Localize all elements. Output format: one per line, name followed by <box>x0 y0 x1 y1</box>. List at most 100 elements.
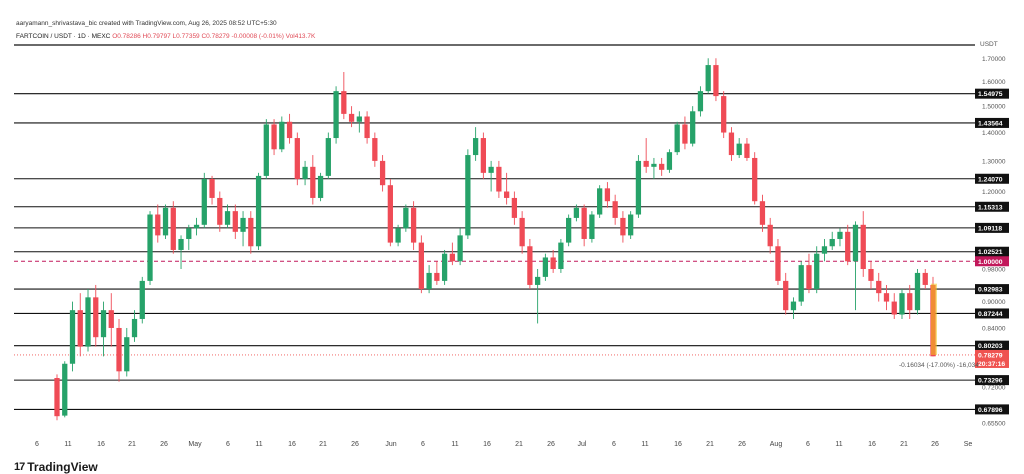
candle-body <box>333 91 339 139</box>
x-tick-label: 6 <box>806 441 810 448</box>
candle-body <box>372 138 378 161</box>
candle-body <box>604 188 611 202</box>
candle-body <box>744 143 750 158</box>
candle-body <box>558 242 564 269</box>
candle-body <box>705 65 711 92</box>
level-price-label: 1.43564 <box>978 120 1003 127</box>
candle-body <box>620 217 626 236</box>
symbol-header: FARTCOIN / USDT · 1D · MEXC O0.78286 H0.… <box>16 33 315 40</box>
level-price-label: 1.15313 <box>978 204 1003 211</box>
candle-body <box>232 211 238 232</box>
level-price-tag <box>975 201 1009 212</box>
candle-body <box>697 91 704 112</box>
candle-body <box>829 238 835 247</box>
x-tick-label: 16 <box>288 441 296 448</box>
candle-body <box>635 160 642 215</box>
y-tick-label: 1.40000 <box>982 130 1006 137</box>
x-tick-label: May <box>188 441 202 448</box>
level-price-tag <box>975 117 1009 128</box>
x-tick-label: 11 <box>255 441 262 448</box>
candle-body <box>131 318 138 338</box>
candle-body <box>651 163 657 167</box>
candle-body <box>162 207 169 236</box>
y-tick-label: 1.60000 <box>982 79 1006 86</box>
candle-body <box>108 310 114 328</box>
x-tick-label: 26 <box>931 441 939 448</box>
level-price-tag <box>975 404 1009 415</box>
candle-body <box>255 175 262 247</box>
x-tick-label: 6 <box>421 441 425 448</box>
candle-body <box>868 268 874 281</box>
candle-body <box>77 310 83 347</box>
x-tick-label: Aug <box>770 441 783 448</box>
reference-price-label: 1.00000 <box>978 259 1003 266</box>
date-axis[interactable]: 6 11 16 21 26 May 6 11 16 21 26 Jun 6 11 16 21 26 Jul 6 11 1… <box>35 441 972 448</box>
candle-body <box>573 207 580 218</box>
countdown-label: 20:37:16 <box>978 361 1005 368</box>
ohlc-readout: O0.78286 H0.79797 L0.77359 C0.78279 -0.0… <box>112 33 316 40</box>
candle-body <box>62 363 68 416</box>
candle-body <box>790 301 797 311</box>
x-tick-label: 11 <box>835 441 842 448</box>
candle-body <box>852 224 859 262</box>
x-tick-label: Jun <box>385 441 396 448</box>
level-price-label: 0.73296 <box>978 378 1003 385</box>
candle-body <box>535 276 541 285</box>
level-price-label: 0.67896 <box>978 407 1003 414</box>
candle-body <box>899 293 905 315</box>
candle-body <box>286 121 293 139</box>
candle-body <box>186 228 192 239</box>
candle-body <box>248 217 254 247</box>
y-tick-label: 0.84000 <box>982 325 1006 332</box>
candle-body <box>845 231 851 262</box>
candle-body <box>798 265 804 302</box>
candle-body <box>410 207 417 243</box>
candle-body <box>775 246 781 281</box>
x-tick-label: 6 <box>35 441 39 448</box>
level-price-tag <box>975 284 1009 295</box>
candle-body <box>170 207 176 250</box>
candle-body <box>589 214 595 239</box>
candle-body <box>690 111 696 144</box>
candle-body <box>93 297 99 338</box>
last-price-tag <box>975 349 1009 368</box>
candle-body <box>527 246 533 285</box>
y-tick-label: 0.72000 <box>982 384 1006 391</box>
measure-label: -0.16034 (-17.00%) -16,034 <box>899 362 979 369</box>
x-tick-label: 6 <box>226 441 230 448</box>
level-price-tag <box>975 375 1009 386</box>
last-price-label: 0.78279 <box>978 352 1003 359</box>
candle-body <box>147 214 153 281</box>
x-tick-label: 16 <box>97 441 105 448</box>
candle-series <box>54 58 936 421</box>
candle-body <box>767 224 773 247</box>
candle-body <box>294 138 300 179</box>
level-price-label: 0.92983 <box>978 287 1003 294</box>
candle-body <box>317 175 324 198</box>
candle-body <box>814 253 820 290</box>
candle-body <box>876 280 882 294</box>
candle-body <box>821 246 828 254</box>
candle-body <box>891 301 897 315</box>
candle-body <box>914 272 921 311</box>
candle-body <box>178 238 184 250</box>
candle-body <box>263 124 269 176</box>
level-price-label: 0.87244 <box>978 311 1003 318</box>
x-tick-label: 21 <box>515 441 523 448</box>
candle-body <box>348 113 355 122</box>
candle-body <box>759 201 766 225</box>
candle-body <box>643 160 649 167</box>
candle-body <box>721 96 727 133</box>
y-tick-label: 1.20000 <box>982 189 1006 196</box>
level-price-tag <box>975 340 1009 351</box>
brand-name: TradingView <box>27 460 98 474</box>
price-axis[interactable]: USDT 1.70000 1.60000 1.50000 1.40000 1.30000 1… <box>975 41 1009 428</box>
candle-body <box>364 116 370 139</box>
candle-body <box>356 116 362 122</box>
candle-body <box>496 166 502 192</box>
candle-body <box>85 297 91 347</box>
candle-body <box>69 310 76 364</box>
candle-body <box>907 293 913 311</box>
candle-body <box>193 224 200 229</box>
